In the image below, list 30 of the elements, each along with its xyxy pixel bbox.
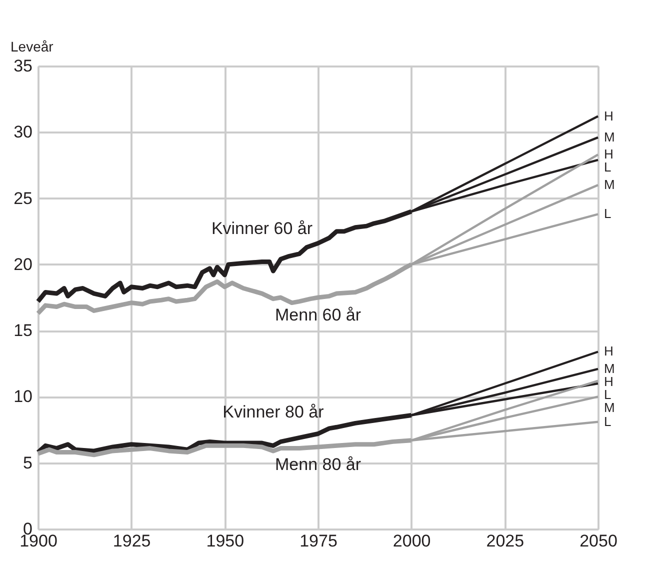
annotation: Menn 80 år xyxy=(275,454,362,474)
series-label: L xyxy=(604,414,612,429)
y-tick-label: 30 xyxy=(14,122,32,142)
series-label: H xyxy=(604,108,614,124)
series-label: L xyxy=(604,160,612,175)
series-label: M xyxy=(604,360,615,376)
series-label: L xyxy=(604,206,612,222)
y-axis-title: Leveår xyxy=(10,38,54,54)
y-tick-label: 20 xyxy=(14,254,32,274)
series-label: H xyxy=(604,344,614,359)
series-label: L xyxy=(604,386,612,402)
y-tick-label: 5 xyxy=(23,453,32,472)
y-tick-label: 35 xyxy=(14,56,32,76)
annotation: Kvinner 60 år xyxy=(211,218,313,238)
series-label: H xyxy=(604,146,614,162)
series-label: M xyxy=(604,400,615,415)
annotation: Menn 60 år xyxy=(275,306,362,324)
series-label: H xyxy=(604,374,614,389)
annotation: Kvinner 80 år xyxy=(222,402,324,422)
x-tick-label: 2025 xyxy=(486,532,524,550)
x-tick-label: 2050 xyxy=(580,532,618,550)
x-tick-label: 1950 xyxy=(206,532,244,550)
series-label: M xyxy=(604,177,615,192)
y-tick-label: 25 xyxy=(14,188,32,208)
y-tick-label: 15 xyxy=(14,321,32,340)
x-tick-label: 1925 xyxy=(112,532,151,550)
y-tick-label: 10 xyxy=(14,387,32,406)
x-tick-label: 1975 xyxy=(300,532,338,550)
x-tick-label: 2000 xyxy=(392,532,431,550)
series-label: M xyxy=(604,129,615,144)
